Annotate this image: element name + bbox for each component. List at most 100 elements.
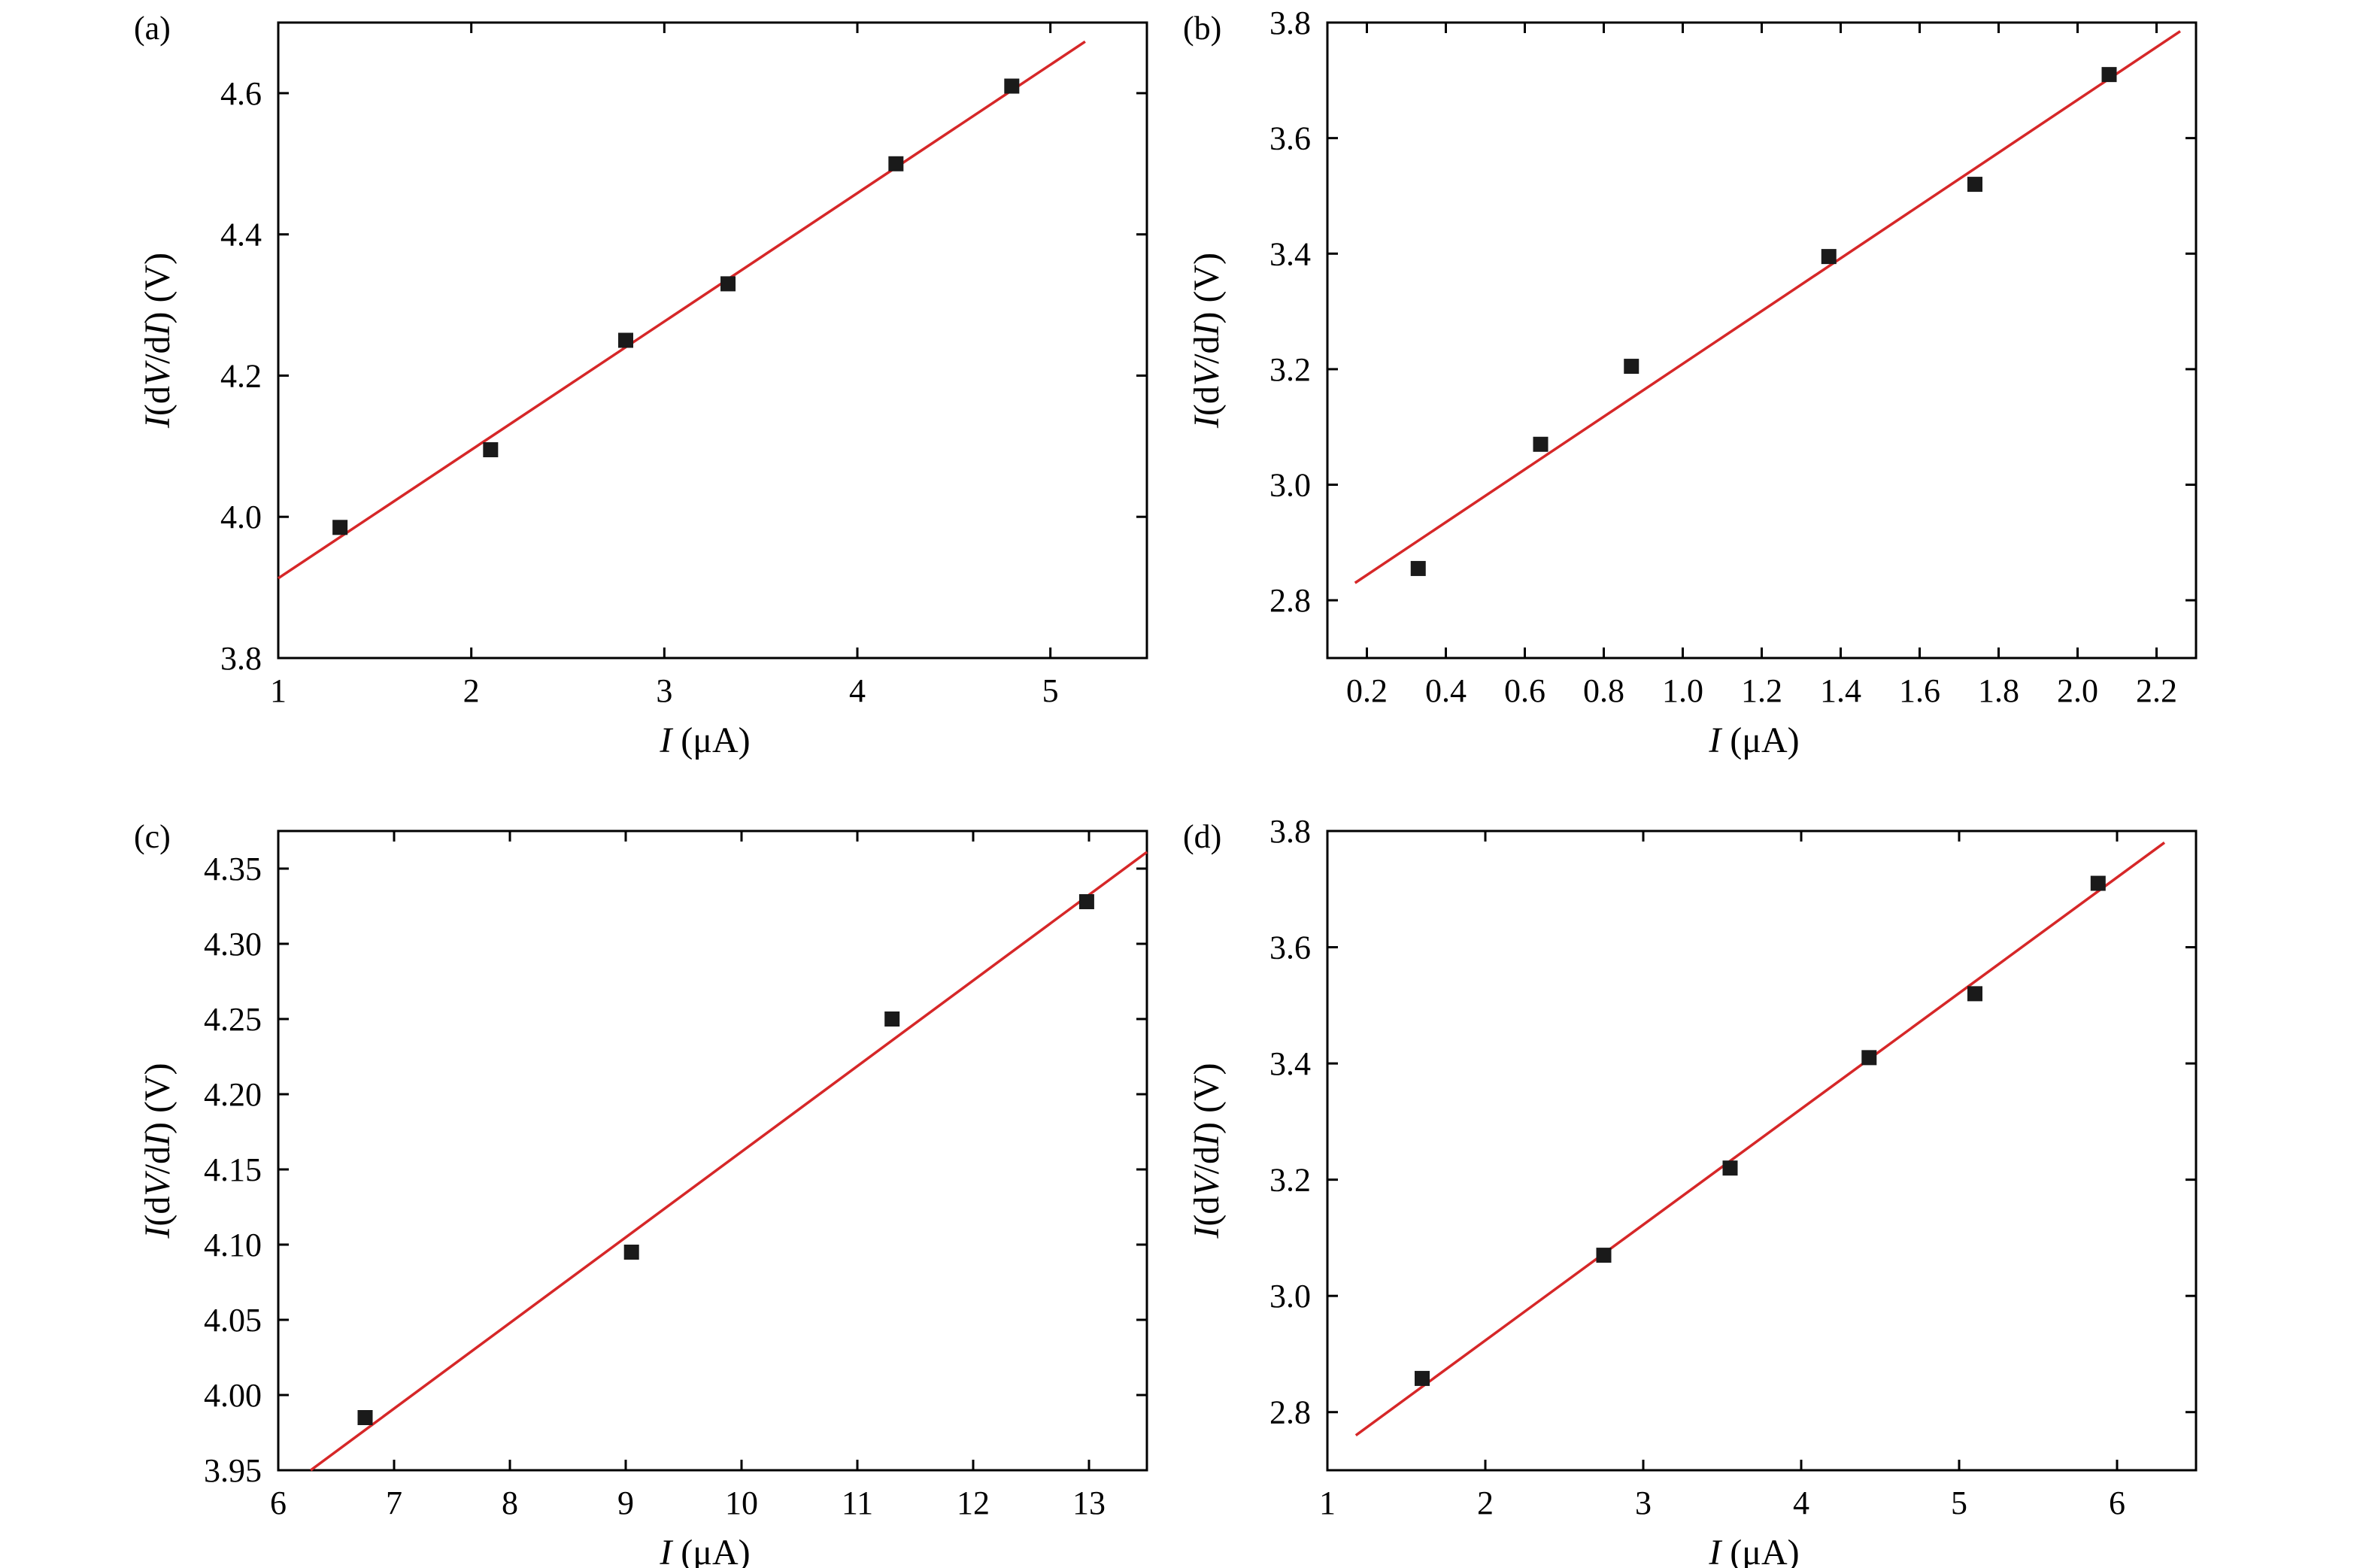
data-point: [884, 1011, 900, 1027]
y-tick-label: 3.8: [1269, 813, 1311, 850]
x-tick-label: 4: [1793, 1485, 1809, 1521]
y-tick-label: 3.0: [1269, 1278, 1311, 1315]
y-tick-label: 3.4: [1269, 235, 1311, 272]
chart-panel-4: 1 2 3 4 5 6 2.8 3.0 3.2 3.4 3.6 3.8 (d) I (μA) I(dV/dI…: [1183, 813, 2198, 1568]
x-tick-label: 2.0: [2057, 672, 2098, 709]
fit-line: [310, 851, 1148, 1472]
y-axis-title: I(dV/dI) (V): [138, 1063, 177, 1239]
fit-line: [1354, 30, 2181, 584]
y-tick-label: 3.2: [1269, 1162, 1311, 1199]
x-tick-label: 7: [386, 1485, 402, 1521]
x-tick-label: 6: [2109, 1485, 2125, 1521]
y-tick-label: 4.25: [204, 1001, 262, 1038]
panel-label: (c): [134, 818, 171, 855]
x-axis-title: I (μA): [1708, 1533, 1799, 1568]
x-tick-label: 2: [463, 672, 480, 709]
x-tick-label: 1.4: [1820, 672, 1861, 709]
x-tick-label: 13: [1072, 1485, 1106, 1521]
x-tick-label: 0.2: [1346, 672, 1388, 709]
x-tick-label: 5: [1042, 672, 1059, 709]
plot-frame: [1326, 21, 2198, 660]
chart-panel-2: 0.2 0.4 0.6 0.8 1.0 1.2 1.4 1.6 1.8 2.0 2.2 2.8 3.0 3…: [1183, 5, 2198, 760]
data-point: [1967, 177, 1982, 193]
x-tick-label: 2.2: [2136, 672, 2177, 709]
data-point: [1533, 436, 1548, 452]
y-tick-label: 2.8: [1269, 582, 1311, 619]
y-tick-label: 3.2: [1269, 351, 1311, 388]
data-point: [357, 1410, 373, 1425]
y-tick-label: 3.8: [220, 640, 262, 677]
data-point: [332, 520, 348, 535]
y-tick-label: 3.4: [1269, 1045, 1311, 1082]
y-tick-label: 3.0: [1269, 467, 1311, 504]
data-point: [1861, 1050, 1877, 1066]
x-tick-label: 10: [725, 1485, 758, 1521]
data-point: [720, 276, 736, 292]
data-point: [1415, 1370, 1430, 1386]
y-tick-label: 2.8: [1269, 1394, 1311, 1431]
x-tick-label: 6: [270, 1485, 287, 1521]
y-tick-label: 3.6: [1269, 930, 1311, 966]
x-tick-label: 8: [502, 1485, 518, 1521]
plot-frame: [1326, 829, 2198, 1472]
data-point: [1004, 78, 1020, 94]
panel-label: (a): [134, 10, 171, 47]
panel-label: (b): [1183, 10, 1221, 47]
y-tick-label: 4.20: [204, 1076, 262, 1113]
panel-label: (d): [1183, 818, 1221, 855]
plot-frame: [277, 829, 1148, 1472]
y-axis-title: I(dV/dI) (V): [1187, 253, 1227, 429]
x-tick-label: 5: [1951, 1485, 1967, 1521]
x-tick-label: 1: [1319, 1485, 1336, 1521]
data-point: [1078, 894, 1094, 909]
x-tick-label: 0.4: [1425, 672, 1467, 709]
y-tick-label: 4.35: [204, 851, 262, 887]
y-tick-label: 4.00: [204, 1377, 262, 1414]
y-axis-title: I(dV/dI) (V): [138, 253, 177, 429]
chart-panel-1: 1 2 3 4 5 3.8 4.0 4.2 4.4 4.6 (a) I (μA) I(dV/dI) (V…: [134, 10, 1148, 760]
data-point: [618, 332, 633, 348]
x-tick-label: 4: [849, 672, 866, 709]
y-tick-label: 4.15: [204, 1151, 262, 1188]
data-point: [2101, 67, 2117, 83]
y-tick-label: 3.95: [204, 1452, 262, 1489]
y-tick-label: 4.2: [220, 357, 262, 394]
y-tick-label: 4.6: [220, 75, 262, 112]
data-point: [1596, 1248, 1612, 1263]
y-tick-label: 4.4: [220, 217, 262, 253]
data-point: [2090, 875, 2106, 891]
plot-frame: [277, 21, 1148, 660]
y-tick-label: 3.8: [1269, 5, 1311, 41]
data-point: [1722, 1160, 1738, 1176]
chart-panel-3: 6 7 8 9 10 11 12 13 3.95 4.00 4.05 4.10 4.15 4.20 4.25…: [134, 818, 1148, 1568]
x-axis-title: I (μA): [659, 720, 750, 760]
x-tick-label: 1: [270, 672, 287, 709]
data-point: [1410, 560, 1426, 576]
fit-line: [278, 40, 1086, 580]
x-tick-label: 12: [957, 1485, 990, 1521]
x-tick-label: 11: [842, 1485, 873, 1521]
y-tick-label: 4.30: [204, 926, 262, 963]
x-tick-label: 1.0: [1662, 672, 1703, 709]
x-tick-label: 1.8: [1978, 672, 2019, 709]
x-tick-label: 0.6: [1504, 672, 1545, 709]
data-point: [1967, 986, 1982, 1002]
x-tick-label: 1.6: [1899, 672, 1940, 709]
x-tick-label: 3: [1635, 1485, 1652, 1521]
y-tick-label: 3.6: [1269, 120, 1311, 157]
y-tick-label: 4.05: [204, 1302, 262, 1339]
x-tick-label: 1.2: [1741, 672, 1782, 709]
data-point: [1821, 249, 1837, 265]
x-tick-label: 9: [617, 1485, 634, 1521]
data-point: [623, 1245, 639, 1260]
data-point: [483, 442, 499, 458]
y-axis-title: I(dV/dI) (V): [1187, 1063, 1227, 1239]
data-point: [888, 156, 904, 171]
x-tick-label: 0.8: [1583, 672, 1624, 709]
x-axis-title: I (μA): [659, 1533, 750, 1568]
y-tick-label: 4.0: [220, 499, 262, 535]
x-axis-title: I (μA): [1708, 720, 1799, 760]
data-point: [1624, 359, 1639, 375]
x-tick-label: 3: [656, 672, 672, 709]
